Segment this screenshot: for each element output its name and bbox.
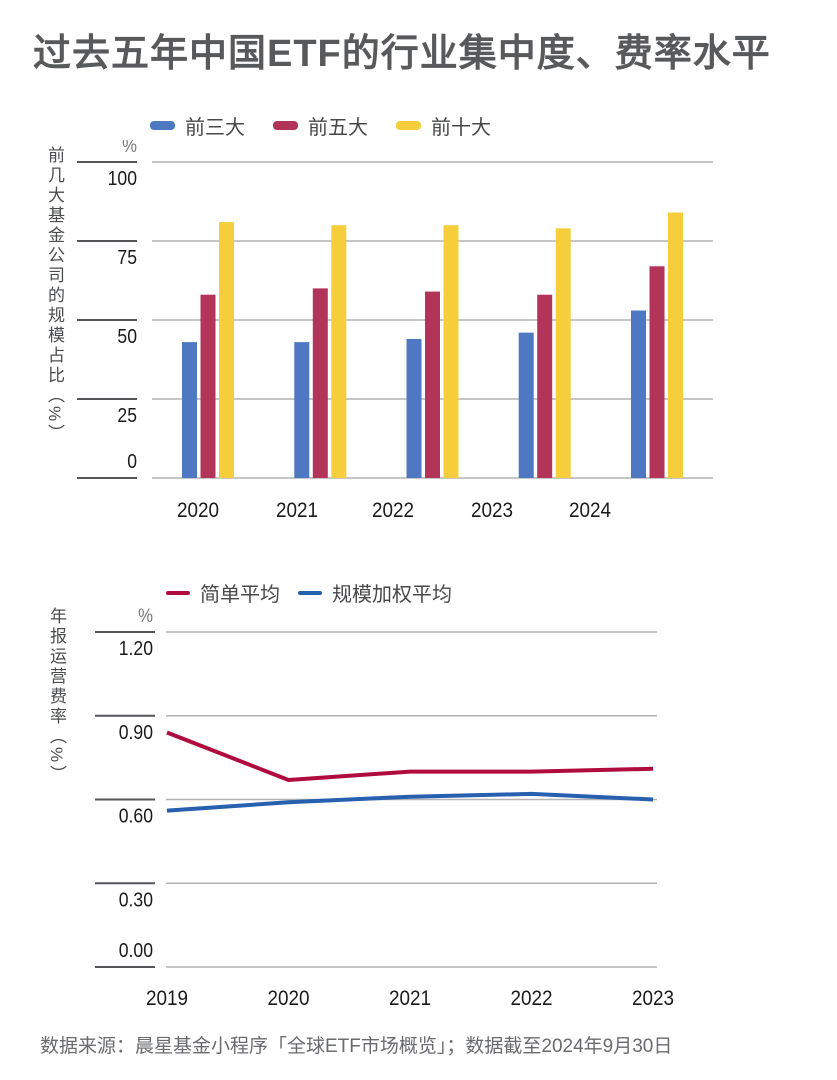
legend-label-asset-weighted-average: 规模加权平均 [332,584,452,606]
bar-s2-2020 [219,222,234,478]
legend-item-simple-average: 简单平均 [166,578,280,607]
y-axis-unit: % [138,605,153,626]
y-tick-label-75: 75 [117,246,137,268]
x-axis-label-2022: 2022 [372,499,414,522]
bar-chart-canvas: 100 75 50 25 0% 2020 2021 2022 2023 2024 [77,140,713,522]
x-axis-label-2023: 2023 [471,499,513,522]
x-axis-label-2022: 2022 [510,987,552,1010]
x-axis-label-2020: 2020 [177,499,219,522]
line-s1 [166,791,654,813]
y-tick-label-0.90: 0.90 [119,721,153,743]
legend-label-top5: 前五大 [308,117,368,139]
bar-s2-2022 [443,225,459,478]
y-tick-label-0: 0 [127,450,137,472]
x-axis-label-2019: 2019 [146,987,188,1010]
bar-s0-2024 [631,310,646,478]
line-s0 [166,730,654,782]
bar-s1-2021 [312,288,328,478]
legend-swatch-top10 [396,121,421,130]
y-axis-unit: % [122,140,137,156]
bar-s1-2024 [649,266,665,478]
y-tick-label-0.30: 0.30 [119,888,153,910]
y-tick-label-25: 25 [117,404,137,426]
legend-swatch-top5 [273,121,298,130]
x-axis-label-2021: 2021 [276,499,318,522]
bar-chart-y-axis-title: 前几大基金公司的规模占比（%） [45,146,64,445]
legend-item-top3: 前三大 [150,111,245,140]
page-title: 过去五年中国ETF的行业集中度、费率水平 [33,33,771,75]
legend-item-top5: 前五大 [273,111,368,140]
y-tick-label-1.20: 1.20 [119,637,153,659]
bar-s2-2024 [668,212,683,478]
legend-swatch-simple-average [166,590,190,595]
bar-s0-2020 [182,342,197,478]
y-tick-label-0.60: 0.60 [119,804,153,826]
x-axis-label-2023: 2023 [632,987,674,1010]
legend-swatch-top3 [150,121,175,130]
legend-item-top10: 前十大 [396,111,491,140]
legend-item-asset-weighted-average: 规模加权平均 [298,578,452,607]
bar-chart-legend: 前三大 前五大 前十大 [150,111,491,140]
line-chart-y-axis-title: 年报运营费率（%） [47,607,66,786]
y-tick-label-100: 100 [108,167,137,189]
bar-s1-2020 [200,294,216,478]
line-chart-legend: 简单平均 规模加权平均 [166,578,452,607]
y-tick-label-0.00: 0.00 [119,939,153,961]
legend-label-top10: 前十大 [431,117,491,139]
legend-label-top3: 前三大 [185,117,245,139]
bar-s0-2023 [518,332,534,478]
bar-s0-2022 [406,338,422,478]
line-chart-canvas: 1.20 0.90 0.60 0.30 0.00% 2019 2020 2021 2022 202… [95,605,674,1010]
bar-s2-2021 [331,225,347,478]
x-axis-label-2024: 2024 [569,499,611,522]
bar-s2-2023 [555,228,571,478]
x-axis-label-2021: 2021 [389,987,431,1010]
x-axis-label-2020: 2020 [267,987,309,1010]
bar-s1-2023 [537,294,553,478]
legend-label-simple-average: 简单平均 [200,584,280,606]
bar-s0-2021 [294,342,310,478]
bar-s1-2022 [425,291,440,478]
legend-swatch-asset-weighted-average [298,590,322,595]
source-note: 数据来源：晨星基金小程序「全球ETF市场概览」；数据截至2024年9月30日 [40,1036,673,1057]
y-tick-label-50: 50 [117,325,137,347]
